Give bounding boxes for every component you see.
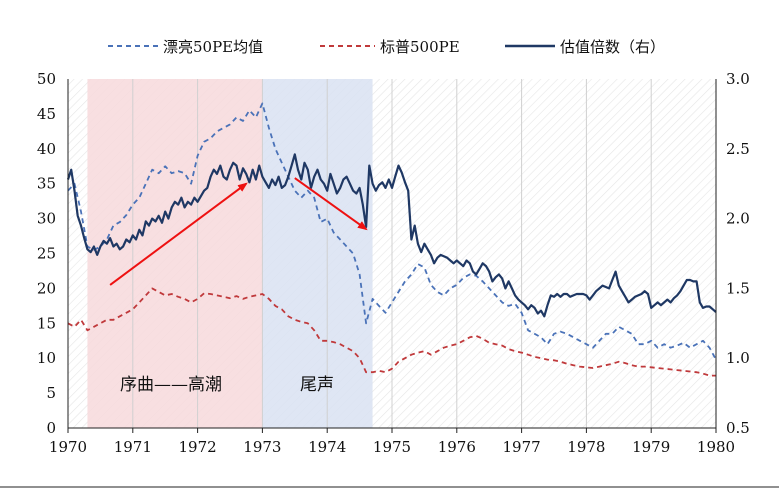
x-tick-label: 1974 bbox=[308, 438, 346, 456]
x-tick-label: 1975 bbox=[373, 438, 411, 456]
legend-item-series-1: 标普500PE bbox=[320, 38, 460, 56]
trend-arrow-0 bbox=[109, 182, 248, 286]
legend: 漂亮50PE均值 标普500PE 估值倍数（右） bbox=[108, 38, 665, 56]
axes: 0 5 10 15 20 25 30 35 40 45 50 0.5 1.0 1.5 2.0 2.5 3.0 19… bbox=[37, 70, 750, 456]
y-right-tick-label: 3.0 bbox=[726, 70, 750, 88]
legend-item-series-2: 估值倍数（右） bbox=[505, 38, 665, 56]
x-tick-label: 1978 bbox=[567, 438, 605, 456]
x-tick-label: 1979 bbox=[632, 438, 670, 456]
y-left-tick-label: 45 bbox=[37, 105, 56, 123]
legend-label: 标普500PE bbox=[380, 38, 460, 56]
legend-label: 漂亮50PE均值 bbox=[163, 38, 263, 56]
y-right-tick-label: 1.5 bbox=[726, 279, 750, 297]
y-left-tick-label: 15 bbox=[37, 314, 56, 332]
x-tick-label: 1980 bbox=[697, 438, 735, 456]
phase-bands bbox=[87, 79, 373, 428]
y-left-tick-label: 0 bbox=[46, 419, 56, 437]
x-tick-label: 1972 bbox=[179, 438, 217, 456]
legend-item-series-0: 漂亮50PE均值 bbox=[108, 38, 263, 56]
y-left-tick-label: 5 bbox=[46, 384, 56, 402]
phase-label-0: 序曲——高潮 bbox=[120, 375, 222, 395]
x-tick-label: 1973 bbox=[243, 438, 281, 456]
series-line-1 bbox=[67, 287, 716, 377]
series-line-0 bbox=[67, 102, 717, 361]
trend-arrows bbox=[109, 177, 368, 286]
y-right-tick-label: 1.0 bbox=[726, 349, 750, 367]
y-right-tick-label: 2.0 bbox=[726, 210, 750, 228]
y-left-tick-label: 25 bbox=[37, 245, 56, 263]
phase-label-1: 尾声 bbox=[300, 375, 334, 395]
y-right-tick-label: 2.5 bbox=[726, 140, 750, 158]
phase-labels: 序曲——高潮 尾声 bbox=[120, 375, 334, 395]
trend-arrow-1 bbox=[294, 177, 368, 231]
y-left-tick-label: 40 bbox=[37, 140, 56, 158]
y-left-tick-label: 20 bbox=[37, 279, 56, 297]
y-right-tick-label: 0.5 bbox=[726, 419, 750, 437]
y-left-tick-label: 10 bbox=[37, 349, 56, 367]
legend-label: 估值倍数（右） bbox=[560, 38, 665, 56]
phase-band-0 bbox=[87, 79, 263, 428]
series-line-2 bbox=[66, 153, 717, 318]
phase-band-1 bbox=[262, 79, 373, 428]
y-left-tick-label: 50 bbox=[37, 70, 56, 88]
x-tick-label: 1970 bbox=[49, 438, 87, 456]
series-lines bbox=[66, 102, 717, 377]
y-left-tick-label: 30 bbox=[37, 210, 56, 228]
x-tick-label: 1977 bbox=[503, 438, 541, 456]
x-tick-label: 1971 bbox=[114, 438, 152, 456]
x-tick-label: 1976 bbox=[438, 438, 476, 456]
y-left-tick-label: 35 bbox=[37, 175, 56, 193]
